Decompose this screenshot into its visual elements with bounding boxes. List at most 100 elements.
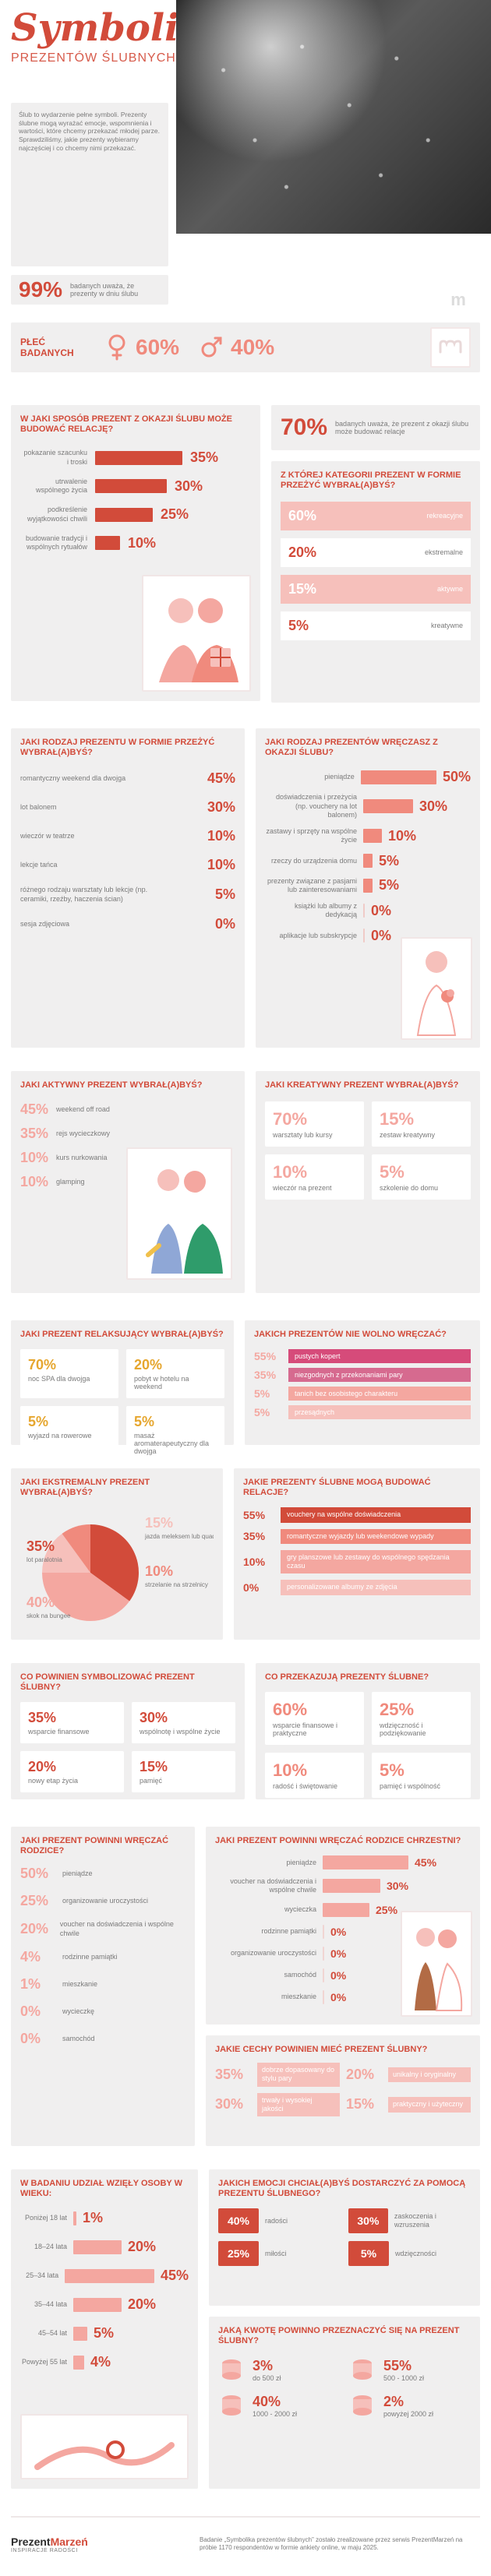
feature-item: 35% dobrze dopasowany do stylu pary xyxy=(215,2063,340,2087)
relation-item-label: podkreślenie wyjątkowości chwili xyxy=(26,506,87,523)
creative-pct: 15% xyxy=(380,1109,415,1129)
experience-left-list: romantyczny weekend dla dwojga 45% lot b… xyxy=(20,770,235,932)
relation-title: W JAKI SPOSÓB PREZENT Z OKAZJI ŚLUBU MOŻ… xyxy=(20,414,232,435)
emotion-pct-box: 5% xyxy=(348,2241,389,2267)
gift-type-label: prezenty związane z pasjami lub zaintere… xyxy=(267,876,357,893)
parents-pct: 1% xyxy=(20,1975,41,1992)
symbol-pct: 30% xyxy=(140,1710,168,1726)
godparents-pct: 0% xyxy=(330,1968,347,1982)
relation-item-pct: 25% xyxy=(161,506,189,523)
hero-photo xyxy=(176,0,491,234)
parents-label: organizowanie uroczystości xyxy=(62,1897,149,1905)
parents-left-list: 50% pieniądze 25% organizowanie uroczyst… xyxy=(20,1866,185,2047)
godparents-label: rodzinne pamiątki xyxy=(261,1927,316,1936)
parents-pct: 0% xyxy=(20,2030,41,2046)
parents-pct: 25% xyxy=(20,1893,49,1909)
relax-pct: 5% xyxy=(134,1414,155,1430)
age-bar xyxy=(73,2239,122,2254)
category-list: 60% rekreacyjne 20% ekstremalne 15% akty… xyxy=(281,502,471,641)
header-section: Symbolika PREZENTÓW ŚLUBNYCH Ślub to wyd… xyxy=(0,0,491,310)
active-label: rejs wycieczkowy xyxy=(56,1129,111,1138)
symbol-cell: 30% wspólnotę i wspólne życie xyxy=(132,1702,235,1744)
build-pct: 10% xyxy=(243,1556,266,1569)
gift-type-bar xyxy=(363,929,365,943)
cant-label: tanich bez osobistego charakteru xyxy=(288,1387,471,1401)
pie-slice xyxy=(62,1524,90,1573)
emotion-label: wdzięczności xyxy=(395,2249,437,2257)
age-label: 25–34 lata xyxy=(26,2271,59,2280)
experience-item: wieczór w teatrze 10% xyxy=(20,828,235,844)
express-label: wsparcie finansowe i praktyczne xyxy=(273,1721,338,1738)
bride-icon xyxy=(416,951,457,1036)
godparents-pct: 30% xyxy=(387,1880,409,1893)
category-item: 15% aktywne xyxy=(281,575,471,604)
godparents-bar xyxy=(323,1855,408,1870)
pie-value-label: 15% xyxy=(145,1515,173,1531)
build-item: 0% personalizowane albumy ze zdjęcia xyxy=(243,1580,471,1595)
age-label: Powyżej 55 lat xyxy=(21,2358,67,2366)
cant-card: JAKICH PREZENTÓW NIE WOLNO WRĘCZAĆ? 55% … xyxy=(245,1320,480,1445)
gift-type-label: doświadczenia i przeżycia (np. vouchery … xyxy=(275,793,357,819)
experience-item: lot balonem 30% xyxy=(20,799,235,816)
experience-item: różnego rodzaju warsztaty lub lekcje (np… xyxy=(20,886,235,904)
budget-item: 3% do 500 zł xyxy=(218,2357,340,2384)
budget-label: do 500 zł xyxy=(253,2374,281,2383)
experience-left-title: JAKI RODZAJ PREZENTU W FORMIE PRZEŻYĆ WY… xyxy=(20,738,215,758)
active-pct: 10% xyxy=(20,1174,49,1190)
parents-pct: 0% xyxy=(20,2003,41,2019)
relation-item-pct: 10% xyxy=(128,534,157,551)
build-card: JAKIE PREZENTY ŚLUBNE MOGĄ BUDOWAĆ RELAC… xyxy=(234,1468,480,1640)
godparents-pct: 0% xyxy=(330,1990,347,2003)
category-item: 5% kreatywne xyxy=(281,611,471,641)
category-item: 20% ekstremalne xyxy=(281,538,471,568)
symbol-pct: 15% xyxy=(140,1759,168,1775)
emotion-pct-box: 40% xyxy=(218,2208,259,2234)
experience-label: romantyczny weekend dla dwojga xyxy=(20,774,126,783)
godparents-label: voucher na doświadczenia i wspólne chwil… xyxy=(230,1877,316,1894)
active-label: glamping xyxy=(56,1178,85,1186)
symbol-pct: 20% xyxy=(28,1759,57,1775)
gender-card: PŁEĆ BADANYCH 60% 40% xyxy=(11,322,480,372)
age-label: 35–44 lata xyxy=(34,2300,67,2309)
age-pct: 5% xyxy=(94,2325,115,2342)
age-pct: 45% xyxy=(160,2268,189,2284)
age-item: 25–34 lata 45% xyxy=(20,2268,189,2284)
build-label: romantyczne wyjazdy lub weekendowe wypad… xyxy=(281,1528,471,1544)
creative-cell: 10% wieczór na prezent xyxy=(265,1154,364,1200)
express-card: CO PRZEKAZUJĄ PREZENTY ŚLUBNE? 60% wspar… xyxy=(256,1663,480,1799)
relation-item-label: utrwalenie wspólnego życia xyxy=(35,477,87,495)
experience-right-title: JAKI RODZAJ PREZENTÓW WRĘCZASZ Z OKAZJI … xyxy=(265,738,438,758)
gift-type-label: zastawy i sprzęty na wspólne życie xyxy=(266,827,357,844)
emotion-pct: 40% xyxy=(227,2215,250,2228)
budget-item: 40% 1000 - 2000 zł xyxy=(218,2393,340,2419)
gift-type-label: książki lub albumy z dedykacją xyxy=(294,902,357,919)
male-stat: 40% xyxy=(200,335,274,360)
budget-label: powyżej 2000 zł xyxy=(383,2410,434,2419)
logo-small: m xyxy=(436,290,480,310)
brand-left: Prezent xyxy=(11,2535,51,2548)
feature-pct: 35% xyxy=(215,2066,244,2082)
build-item: 55% vouchery na wspólne doświadczenia xyxy=(243,1507,471,1523)
creative-cell: 15% zestaw kreatywny xyxy=(372,1101,471,1147)
gift-type-item: książki lub albumy z dedykacją 0% xyxy=(265,902,471,920)
coin-stack-icon xyxy=(222,2359,241,2380)
godparents-item: organizowanie uroczystości 0% xyxy=(215,1946,471,1961)
build-pct: 55% xyxy=(243,1509,266,1521)
budget-label: 500 - 1000 zł xyxy=(383,2374,425,2383)
feature-item: 20% unikalny i oryginalny xyxy=(346,2063,471,2087)
experience-item: sesja zdjęciowa 0% xyxy=(20,916,235,932)
godparents-pct: 0% xyxy=(330,1925,347,1938)
cant-pct: 35% xyxy=(254,1369,277,1382)
footer-bar: PrezentMarzeń INSPIRACJE RADOŚCI Badanie… xyxy=(11,2516,480,2571)
age-bar xyxy=(73,2355,84,2370)
age-card: W BADANIU UDZIAŁ WZIĘŁY OSOBY W WIEKU: P… xyxy=(11,2169,198,2489)
express-cell: 5% pamięć i wspólność xyxy=(372,1753,471,1799)
parents-label: rodzinne pamiątki xyxy=(62,1952,118,1961)
parents-item: 1% mieszkanie xyxy=(20,1976,185,1993)
feature-item: 30% trwały i wysokiej jakości xyxy=(215,2092,340,2117)
express-pct: 25% xyxy=(380,1700,415,1720)
age-item: 18–24 lata 20% xyxy=(20,2239,189,2255)
age-pct: 20% xyxy=(128,2239,157,2255)
relation-item-pct: 30% xyxy=(175,477,203,494)
experiences-section: JAKI RODZAJ PREZENTU W FORMIE PRZEŻYĆ WY… xyxy=(0,728,491,1055)
